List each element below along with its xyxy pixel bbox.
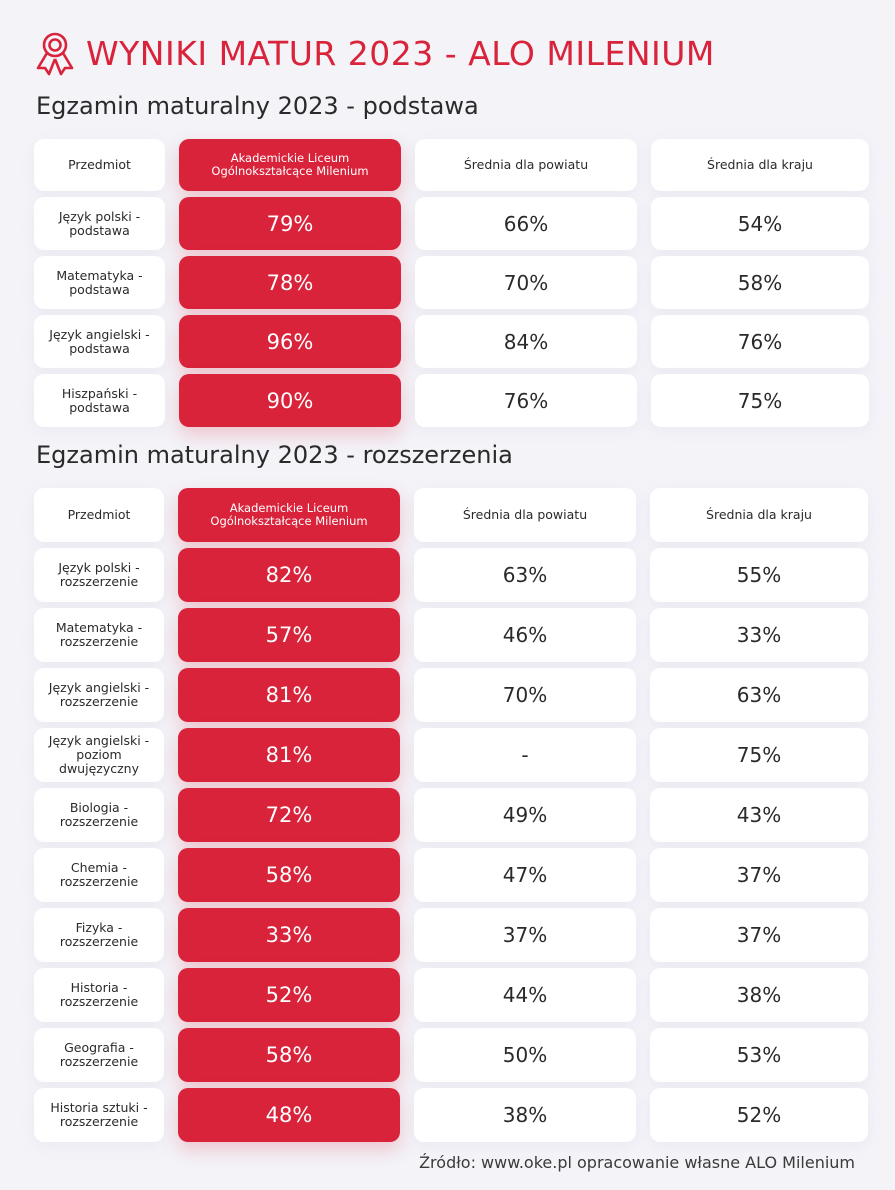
table-cell-country-average: 58% — [651, 256, 869, 309]
results-table-extended: Przedmiot Akademickie Liceum Ogólnokszta… — [34, 488, 868, 1142]
table-cell-subject: Historia sztuki - rozszerzenie — [34, 1088, 164, 1142]
page-title: WYNIKI MATUR 2023 - ALO MILENIUM — [86, 33, 715, 73]
table-cell-school-score: 81% — [178, 728, 400, 782]
table-cell-county-average: 70% — [414, 668, 636, 722]
table-cell-subject: Fizyka - rozszerzenie — [34, 908, 164, 962]
table-cell-country-average: 37% — [650, 908, 868, 962]
section-title-basic: Egzamin maturalny 2023 - podstawa — [36, 92, 479, 120]
table-cell-county-average: - — [414, 728, 636, 782]
table-cell-school-score: 79% — [179, 197, 401, 250]
table-cell-country-average: 37% — [650, 848, 868, 902]
table-cell-school-score: 96% — [179, 315, 401, 368]
table-cell-county-average: 76% — [415, 374, 637, 427]
table-cell-school-score: 81% — [178, 668, 400, 722]
table-cell-county-average: 49% — [414, 788, 636, 842]
table-cell-school-score: 72% — [178, 788, 400, 842]
table-cell-subject: Matematyka - podstawa — [34, 256, 165, 309]
table-cell-county-average: 44% — [414, 968, 636, 1022]
table-cell-county-average: 66% — [415, 197, 637, 250]
table-cell-subject: Historia - rozszerzenie — [34, 968, 164, 1022]
table-cell-country-average: 33% — [650, 608, 868, 662]
table-cell-country-average: 75% — [650, 728, 868, 782]
table-cell-country-average: 55% — [650, 548, 868, 602]
table-cell-country-average: 53% — [650, 1028, 868, 1082]
table-cell-county-average: 84% — [415, 315, 637, 368]
column-header-county: Średnia dla powiatu — [414, 488, 636, 542]
table-cell-school-score: 58% — [178, 848, 400, 902]
column-header-subject: Przedmiot — [34, 139, 165, 191]
table-cell-county-average: 38% — [414, 1088, 636, 1142]
table-cell-county-average: 50% — [414, 1028, 636, 1082]
table-cell-subject: Język angielski - rozszerzenie — [34, 668, 164, 722]
table-cell-country-average: 38% — [650, 968, 868, 1022]
table-cell-subject: Chemia - rozszerzenie — [34, 848, 164, 902]
table-cell-country-average: 52% — [650, 1088, 868, 1142]
column-header-country: Średnia dla kraju — [651, 139, 869, 191]
table-cell-subject: Język polski - rozszerzenie — [34, 548, 164, 602]
table-cell-subject: Biologia - rozszerzenie — [34, 788, 164, 842]
table-cell-country-average: 43% — [650, 788, 868, 842]
table-cell-county-average: 46% — [414, 608, 636, 662]
table-cell-school-score: 33% — [178, 908, 400, 962]
column-header-school: Akademickie Liceum Ogólnokształcące Mile… — [178, 488, 400, 542]
page-header: WYNIKI MATUR 2023 - ALO MILENIUM — [30, 28, 715, 78]
table-cell-country-average: 75% — [651, 374, 869, 427]
award-ribbon-icon — [36, 32, 74, 76]
table-cell-school-score: 52% — [178, 968, 400, 1022]
column-header-school: Akademickie Liceum Ogólnokształcące Mile… — [179, 139, 401, 191]
results-table-basic: Przedmiot Akademickie Liceum Ogólnokszta… — [34, 139, 869, 427]
table-cell-school-score: 90% — [179, 374, 401, 427]
table-cell-county-average: 37% — [414, 908, 636, 962]
section-title-extended: Egzamin maturalny 2023 - rozszerzenia — [36, 441, 513, 469]
table-cell-country-average: 76% — [651, 315, 869, 368]
column-header-subject: Przedmiot — [34, 488, 164, 542]
table-cell-subject: Język angielski - podstawa — [34, 315, 165, 368]
column-header-country: Średnia dla kraju — [650, 488, 868, 542]
table-cell-school-score: 58% — [178, 1028, 400, 1082]
table-cell-country-average: 63% — [650, 668, 868, 722]
table-cell-school-score: 57% — [178, 608, 400, 662]
table-cell-subject: Geografia - rozszerzenie — [34, 1028, 164, 1082]
table-cell-subject: Język angielski - poziom dwujęzyczny — [34, 728, 164, 782]
table-cell-subject: Język polski - podstawa — [34, 197, 165, 250]
column-header-county: Średnia dla powiatu — [415, 139, 637, 191]
table-cell-school-score: 48% — [178, 1088, 400, 1142]
table-cell-county-average: 47% — [414, 848, 636, 902]
table-cell-country-average: 54% — [651, 197, 869, 250]
table-cell-county-average: 63% — [414, 548, 636, 602]
table-cell-subject: Hiszpański - podstawa — [34, 374, 165, 427]
source-note: Źródło: www.oke.pl opracowanie własne AL… — [419, 1153, 855, 1172]
table-cell-subject: Matematyka - rozszerzenie — [34, 608, 164, 662]
table-cell-county-average: 70% — [415, 256, 637, 309]
table-cell-school-score: 78% — [179, 256, 401, 309]
table-cell-school-score: 82% — [178, 548, 400, 602]
